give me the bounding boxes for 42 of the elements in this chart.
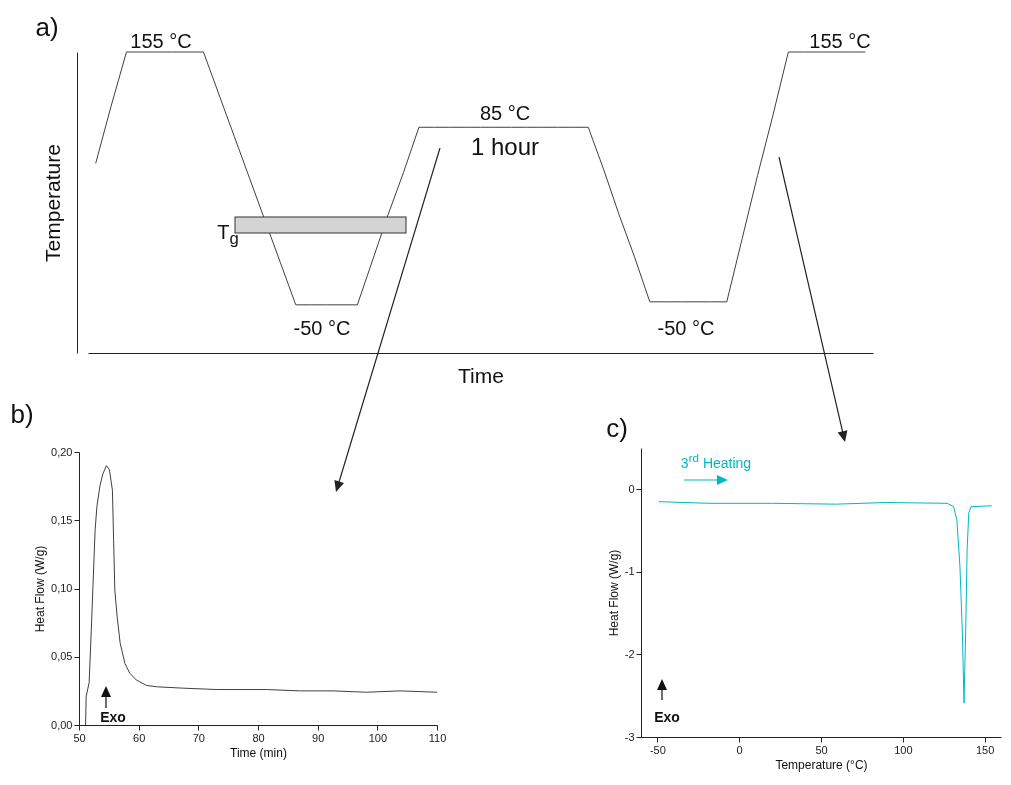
x-tick-label: 90 — [312, 731, 325, 744]
x-tick-label: 50 — [815, 743, 828, 756]
text: a) — [35, 12, 59, 42]
annotation: T$_{g}$ — [217, 221, 239, 249]
annotation: 1 hour — [470, 133, 540, 160]
x-tick-label: 60 — [133, 731, 146, 744]
x-tick-label: -50 — [649, 743, 666, 756]
y-tick-label: -2 — [624, 647, 635, 660]
annotation: 85 °C — [479, 102, 531, 124]
y-tick-label: -3 — [624, 730, 635, 743]
x-tick-label: 80 — [252, 731, 265, 744]
x-tick-label: 0 — [736, 743, 743, 756]
x-tick-label: 100 — [894, 743, 913, 756]
x-axis-title: Time (min) — [230, 745, 287, 760]
y-tick-label: 0 — [628, 482, 635, 495]
annotation: Exo — [654, 709, 680, 725]
y-tick-label: -1 — [624, 565, 635, 578]
y-tick-label: 0,20 — [51, 445, 73, 458]
y-axis-title: Temperature — [40, 144, 64, 262]
text: b) — [10, 399, 34, 429]
text: c) — [606, 413, 628, 443]
x-axis-title: Time — [458, 363, 504, 387]
line-series — [85, 465, 437, 725]
x-tick-label: 70 — [192, 731, 205, 744]
y-axis-title: Heat Flow (W/g) — [33, 545, 48, 633]
y-tick-label: 0,05 — [51, 650, 73, 663]
annotation: 155 °C — [130, 30, 192, 52]
x-tick-label: 50 — [73, 731, 86, 744]
annotation: 155 °C — [809, 30, 871, 52]
line-series — [658, 501, 993, 704]
annotation: -50 °C — [657, 317, 715, 339]
x-tick-label: 110 — [428, 731, 447, 744]
annotation: Exo — [100, 709, 126, 725]
y-axis-title: Heat Flow (W/g) — [606, 549, 621, 637]
x-tick-label: 100 — [368, 731, 388, 744]
x-tick-label: 150 — [975, 743, 995, 756]
y-tick-label: 0,00 — [51, 718, 73, 731]
x-axis-title: Temperature (°C) — [775, 757, 868, 772]
text: 3$^{rd}$ Heating — [680, 451, 752, 471]
y-tick-label: 0,10 — [51, 582, 73, 594]
annotation: -50 °C — [293, 317, 351, 339]
y-tick-label: 0,15 — [51, 513, 73, 526]
